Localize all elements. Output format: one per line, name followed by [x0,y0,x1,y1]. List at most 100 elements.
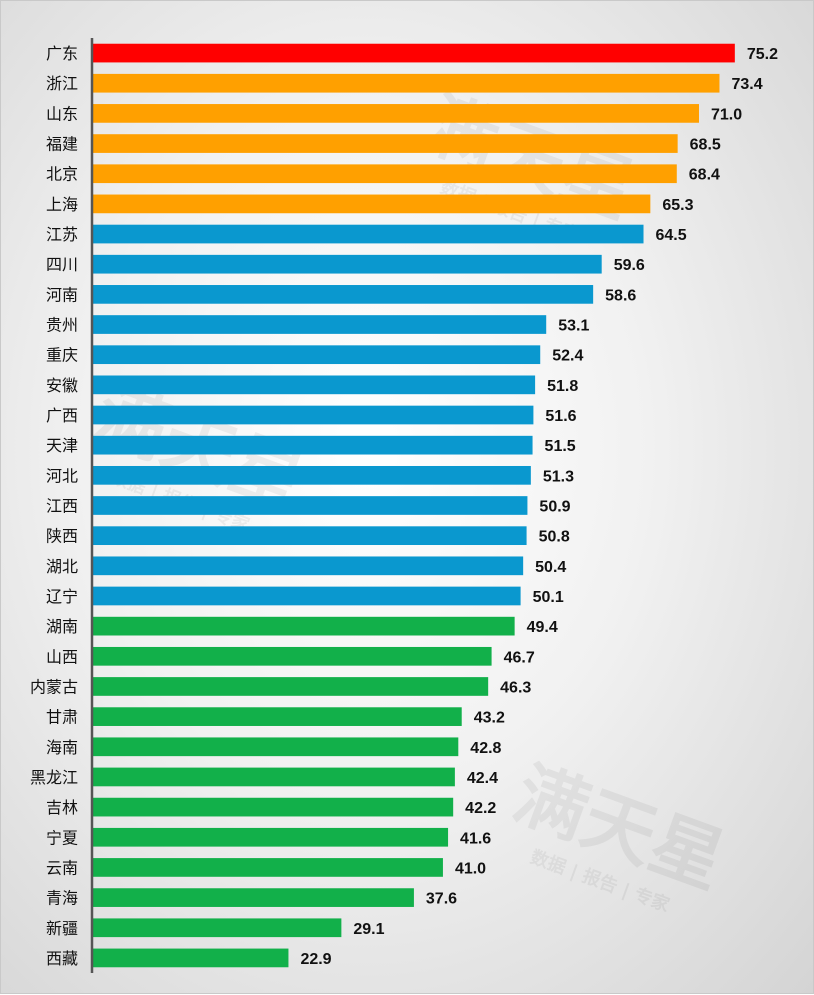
value-label: 49.4 [527,619,558,636]
bar-甘肃 [93,707,462,726]
category-label: 山西 [46,647,78,666]
bar-山东 [93,104,699,123]
category-label: 湖北 [46,557,78,576]
bar-云南 [93,858,443,877]
value-label: 42.4 [467,770,498,787]
bar-北京 [93,164,677,184]
value-label: 73.4 [731,76,762,93]
bar-青海 [93,888,414,907]
value-label: 50.8 [539,529,570,546]
value-label: 51.6 [545,408,576,425]
category-label: 福建 [46,135,78,154]
category-label: 湖南 [46,617,78,636]
category-label: 辽宁 [46,587,78,606]
bar-上海 [93,194,651,214]
category-label: 西藏 [46,949,78,968]
value-label: 52.4 [552,348,583,365]
category-label: 广东 [46,44,78,63]
category-label: 新疆 [46,919,78,938]
category-label: 江苏 [46,225,78,244]
bar-陕西 [93,526,527,546]
bar-安徽 [93,375,536,395]
category-label: 广西 [46,406,78,425]
bar-广西 [93,405,534,425]
bar-新疆 [93,918,342,938]
value-label: 75.2 [747,46,778,63]
value-label: 37.6 [426,891,457,908]
bar-内蒙古 [93,677,489,696]
value-label: 51.3 [543,468,574,485]
value-label: 29.1 [353,921,384,938]
category-label: 内蒙古 [30,677,78,696]
category-label: 黑龙江 [30,768,78,787]
watermark-middle: 满天星 数据 | 报告 | 专家 [84,371,316,537]
bar-湖北 [93,556,524,576]
category-label: 安徽 [46,376,78,395]
value-label: 41.6 [460,830,491,847]
category-label: 云南 [46,858,78,877]
category-label: 河南 [46,285,78,304]
bar-江西 [93,496,528,515]
bar-福建 [93,134,678,153]
value-label: 59.6 [614,257,645,274]
value-label: 42.2 [465,800,496,817]
bar-辽宁 [93,586,521,606]
bar-湖南 [93,616,515,636]
category-label: 甘肃 [46,708,78,727]
bar-贵州 [93,315,547,334]
category-label: 陕西 [46,527,78,546]
value-label: 51.8 [547,378,578,395]
value-label: 53.1 [558,318,589,335]
category-label: 四川 [46,255,78,274]
bar-浙江 [93,73,720,93]
bar-河北 [93,465,531,485]
value-label: 64.5 [656,227,687,244]
bar-黑龙江 [93,767,455,787]
value-label: 22.9 [300,951,331,968]
bar-江苏 [93,224,644,244]
category-label: 浙江 [46,74,78,93]
value-label: 68.5 [690,137,721,154]
category-label: 北京 [46,165,78,184]
category-label: 青海 [46,889,78,908]
bar-山西 [93,646,492,666]
category-label: 江西 [46,497,78,516]
category-label: 宁夏 [46,828,78,847]
value-label: 43.2 [474,710,505,727]
bar-宁夏 [93,827,449,847]
value-labels: 75.2 73.4 71.0 68.5 68.4 65.3 64.5 59.6 58.6 53.1… [300,46,778,968]
bar-海南 [93,737,459,757]
bar-河南 [93,285,594,304]
value-label: 46.7 [504,649,535,666]
value-label: 50.1 [533,589,564,606]
bar-四川 [93,254,602,274]
category-labels: 广东浙江山东福建北京上海江苏四川河南贵州重庆安徽广西天津河北江西陕西湖北辽宁湖南… [30,44,78,968]
bars-group [93,43,735,968]
value-label: 46.3 [500,679,531,696]
category-label: 重庆 [46,346,78,365]
value-label: 51.5 [545,438,576,455]
category-label: 天津 [46,436,78,455]
category-label: 河北 [46,466,78,485]
value-label: 68.4 [689,167,720,184]
category-label: 吉林 [46,798,78,817]
value-label: 50.9 [539,499,570,516]
bar-天津 [93,435,533,455]
bar-西藏 [93,948,289,968]
value-label: 50.4 [535,559,566,576]
category-label: 海南 [46,738,78,757]
value-label: 71.0 [711,106,742,123]
bar-重庆 [93,345,541,365]
watermark-bottom: 满天星 数据 | 报告 | 专家 [504,751,736,917]
bar-广东 [93,43,735,63]
category-label: 上海 [46,195,78,214]
category-label: 贵州 [46,316,78,335]
bar-吉林 [93,797,454,817]
category-label: 山东 [46,104,78,123]
value-label: 41.0 [455,860,486,877]
value-label: 65.3 [662,197,693,214]
value-label: 42.8 [470,740,501,757]
value-label: 58.6 [605,287,636,304]
